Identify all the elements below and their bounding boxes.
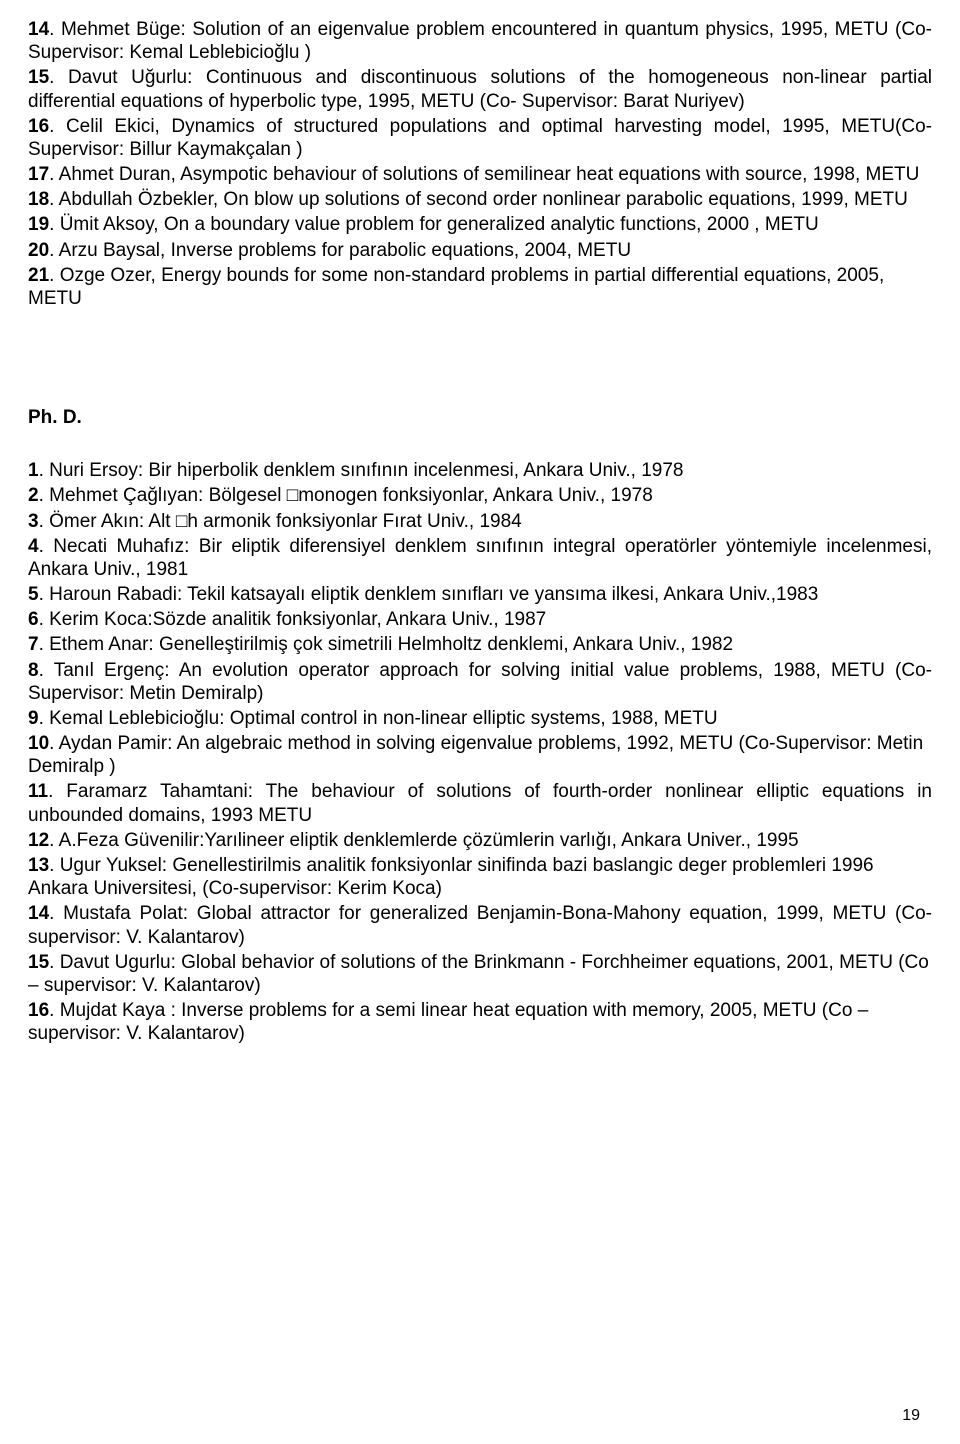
- phd-text: . Davut Ugurlu: Global behavior of solut…: [28, 952, 929, 996]
- phd-number: 11: [28, 781, 48, 802]
- ms-number: 17: [28, 164, 49, 185]
- phd-number: 16: [28, 1000, 49, 1021]
- phd-entry: 15. Davut Ugurlu: Global behavior of sol…: [28, 951, 932, 997]
- phd-entry: 7. Ethem Anar: Genelleştirilmiş çok sime…: [28, 633, 932, 656]
- phd-number: 5: [28, 584, 39, 605]
- phd-entry: 8. Tanıl Ergenç: An evolution operator a…: [28, 659, 932, 705]
- ms-entry: 14. Mehmet Büge: Solution of an eigenval…: [28, 18, 932, 64]
- phd-number: 13: [28, 855, 49, 876]
- ms-number: 21: [28, 265, 49, 286]
- phd-text: . Nuri Ersoy: Bir hiperbolik denklem sın…: [39, 460, 684, 481]
- ms-text: . Davut Uğurlu: Continuous and discontin…: [28, 67, 932, 111]
- phd-entry: 5. Haroun Rabadi: Tekil katsayalı elipti…: [28, 583, 932, 606]
- phd-text: . Ömer Akın: Alt □h armonik fonksiyonlar…: [39, 511, 522, 532]
- phd-entry: 9. Kemal Leblebicioğlu: Optimal control …: [28, 707, 932, 730]
- phd-text: . Haroun Rabadi: Tekil katsayalı eliptik…: [39, 584, 819, 605]
- phd-entry: 2. Mehmet Çağlıyan: Bölgesel □monogen fo…: [28, 484, 932, 507]
- phd-text: . Kerim Koca:Sözde analitik fonksiyonlar…: [39, 609, 547, 630]
- phd-entry: 1. Nuri Ersoy: Bir hiperbolik denklem sı…: [28, 459, 932, 482]
- ms-entry: 18. Abdullah Özbekler, On blow up soluti…: [28, 188, 932, 211]
- ms-text: . Celil Ekici, Dynamics of structured po…: [28, 116, 932, 160]
- ms-entry: 21. Ozge Ozer, Energy bounds for some no…: [28, 264, 932, 310]
- ms-entry: 16. Celil Ekici, Dynamics of structured …: [28, 115, 932, 161]
- phd-text: . Necati Muhafız: Bir eliptik diferensiy…: [28, 536, 932, 580]
- phd-text: . Kemal Leblebicioğlu: Optimal control i…: [39, 708, 718, 729]
- ms-number: 14: [28, 19, 49, 40]
- ms-number: 15: [28, 67, 49, 88]
- phd-number: 8: [28, 660, 39, 681]
- phd-text: . Mujdat Kaya : Inverse problems for a s…: [28, 1000, 868, 1044]
- phd-number: 7: [28, 634, 39, 655]
- phd-text: . Faramarz Tahamtani: The behaviour of s…: [28, 781, 932, 825]
- phd-number: 14: [28, 903, 49, 924]
- phd-text: . Mustafa Polat: Global attractor for ge…: [28, 903, 932, 947]
- phd-text: . Ethem Anar: Genelleştirilmiş çok simet…: [39, 634, 733, 655]
- phd-number: 9: [28, 708, 39, 729]
- phd-text: . Aydan Pamir: An algebraic method in so…: [28, 733, 923, 777]
- ms-text: . Mehmet Büge: Solution of an eigenvalue…: [28, 19, 932, 63]
- ms-entry: 19. Ümit Aksoy, On a boundary value prob…: [28, 213, 932, 236]
- section-gap: [28, 312, 932, 356]
- ms-text: . Ahmet Duran, Asympotic behaviour of so…: [49, 164, 919, 185]
- ms-entry: 20. Arzu Baysal, Inverse problems for pa…: [28, 239, 932, 262]
- phd-entry: 4. Necati Muhafız: Bir eliptik diferensi…: [28, 535, 932, 581]
- phd-entry: 10. Aydan Pamir: An algebraic method in …: [28, 732, 932, 778]
- phd-thesis-list: 1. Nuri Ersoy: Bir hiperbolik denklem sı…: [28, 459, 932, 1045]
- ms-entry: 15. Davut Uğurlu: Continuous and discont…: [28, 66, 932, 112]
- phd-number: 12: [28, 830, 49, 851]
- phd-entry: 3. Ömer Akın: Alt □h armonik fonksiyonla…: [28, 510, 932, 533]
- phd-entry: 16. Mujdat Kaya : Inverse problems for a…: [28, 999, 932, 1045]
- phd-number: 6: [28, 609, 39, 630]
- ms-number: 19: [28, 214, 49, 235]
- phd-entry: 11. Faramarz Tahamtani: The behaviour of…: [28, 780, 932, 826]
- phd-number: 3: [28, 511, 39, 532]
- masters-thesis-list: 14. Mehmet Büge: Solution of an eigenval…: [28, 18, 932, 310]
- ms-number: 18: [28, 189, 49, 210]
- phd-entry: 13. Ugur Yuksel: Genellestirilmis analit…: [28, 854, 932, 900]
- phd-heading: Ph. D.: [28, 406, 932, 429]
- ms-text: . Abdullah Özbekler, On blow up solution…: [49, 189, 908, 210]
- page-number: 19: [902, 1406, 920, 1426]
- phd-number: 1: [28, 460, 39, 481]
- phd-text: . A.Feza Güvenilir:Yarılineer eliptik de…: [49, 830, 798, 851]
- phd-number: 15: [28, 952, 49, 973]
- phd-entry: 14. Mustafa Polat: Global attractor for …: [28, 902, 932, 948]
- ms-text: . Arzu Baysal, Inverse problems for para…: [49, 240, 631, 261]
- phd-number: 2: [28, 485, 39, 506]
- phd-text: . Ugur Yuksel: Genellestirilmis analitik…: [28, 855, 874, 899]
- ms-number: 20: [28, 240, 49, 261]
- ms-entry: 17. Ahmet Duran, Asympotic behaviour of …: [28, 163, 932, 186]
- ms-text: . Ozge Ozer, Energy bounds for some non-…: [28, 265, 884, 309]
- ms-text: . Ümit Aksoy, On a boundary value proble…: [49, 214, 819, 235]
- phd-text: . Mehmet Çağlıyan: Bölgesel □monogen fon…: [39, 485, 653, 506]
- phd-number: 10: [28, 733, 49, 754]
- phd-number: 4: [28, 536, 39, 557]
- phd-entry: 12. A.Feza Güvenilir:Yarılineer eliptik …: [28, 829, 932, 852]
- ms-number: 16: [28, 116, 49, 137]
- phd-text: . Tanıl Ergenç: An evolution operator ap…: [28, 660, 932, 704]
- phd-entry: 6. Kerim Koca:Sözde analitik fonksiyonla…: [28, 608, 932, 631]
